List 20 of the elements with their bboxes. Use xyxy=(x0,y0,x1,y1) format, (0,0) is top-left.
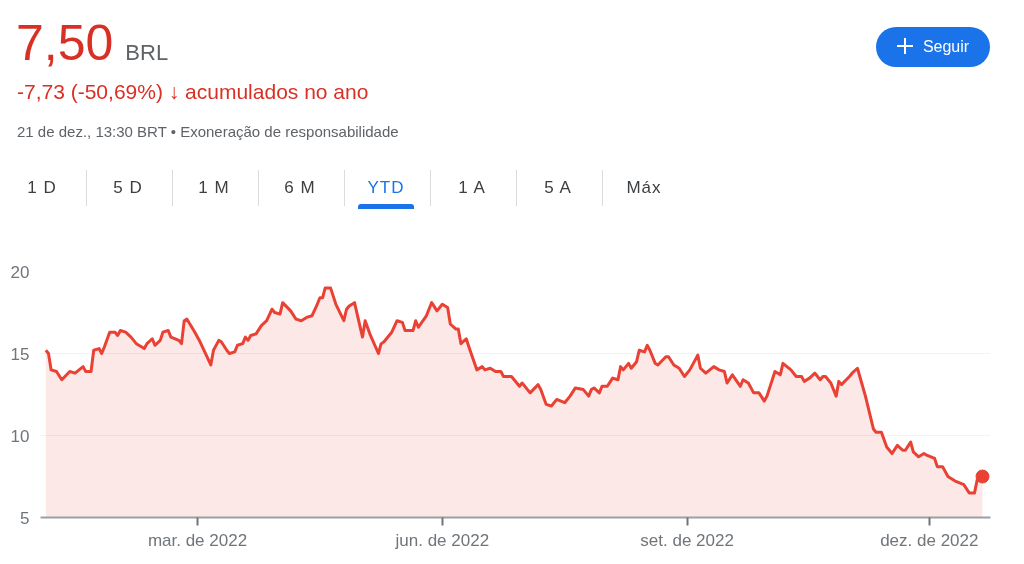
x-tick-label: mar. de 2022 xyxy=(147,530,248,550)
y-tick-label: 5 xyxy=(20,508,30,528)
text: YTD xyxy=(366,177,406,199)
text: Máx xyxy=(625,177,663,199)
text: Seguir xyxy=(876,27,990,67)
text: 5 D xyxy=(112,177,144,199)
y-tick-label: 20 xyxy=(10,262,30,282)
x-tick-label: dez. de 2022 xyxy=(880,530,979,550)
text: 1 A xyxy=(457,177,487,199)
text: 6 M xyxy=(283,177,317,199)
y-tick-label: 10 xyxy=(10,426,30,446)
chart-subtitle: -7,73 (-50,69%) ↓ acumulados no ano xyxy=(17,79,369,105)
x-tick-label: jun. de 2022 xyxy=(394,530,490,550)
x-tick-label: set. de 2022 xyxy=(640,530,734,550)
chart-title: 7,50 BRL xyxy=(16,15,169,71)
text: 5 A xyxy=(543,177,573,199)
y-tick-label: 15 xyxy=(10,344,30,364)
text: 21 de dez., 13:30 BRT • Exoneração de responsabilidade xyxy=(17,122,399,142)
text: 1 D xyxy=(26,177,58,199)
text: 1 M xyxy=(197,177,231,199)
